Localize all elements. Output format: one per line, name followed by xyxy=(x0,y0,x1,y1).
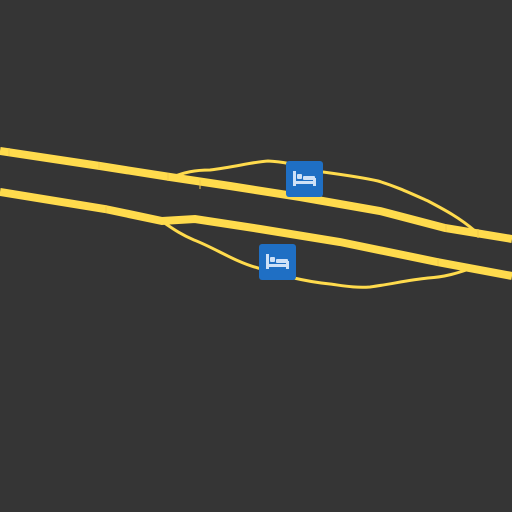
bed-icon xyxy=(293,171,316,186)
highway-north-carriageway[interactable] xyxy=(0,147,512,243)
highway-south-carriageway[interactable] xyxy=(0,188,512,280)
bed-icon xyxy=(266,254,289,269)
rest-area-south-access-road[interactable] xyxy=(161,220,474,289)
hotel-marker-north[interactable] xyxy=(286,161,323,197)
hotel-marker-south[interactable] xyxy=(259,244,296,280)
